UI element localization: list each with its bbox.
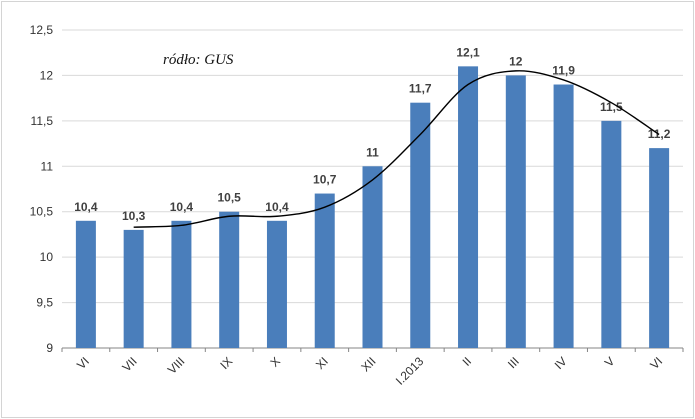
trend-line-group bbox=[133, 70, 660, 228]
bar bbox=[362, 166, 383, 348]
y-tick-label: 9 bbox=[46, 341, 53, 355]
data-label: 10,4 bbox=[170, 200, 194, 214]
bar bbox=[266, 220, 287, 348]
x-tick-label: XII bbox=[358, 354, 378, 374]
y-tick-label: 11,5 bbox=[31, 114, 54, 128]
bar bbox=[219, 211, 240, 348]
data-label: 10,7 bbox=[313, 173, 337, 187]
gridlines bbox=[62, 29, 683, 304]
data-label: 11,7 bbox=[409, 82, 432, 96]
bar bbox=[75, 220, 96, 348]
y-tick-label: 9,5 bbox=[36, 296, 53, 310]
data-labels: 10,4 10,3 10,4 10,5 10,4 10,7 11 11,7 12,1 12 11,9… bbox=[74, 45, 671, 223]
y-tick-label: 12,5 bbox=[30, 23, 54, 37]
x-tick-label: I.2013 bbox=[393, 354, 427, 388]
x-tick-label: VIII bbox=[165, 354, 188, 377]
y-tick-label: 11 bbox=[41, 159, 54, 173]
x-tick-label: X bbox=[268, 354, 284, 370]
bar bbox=[314, 193, 335, 348]
trend-line bbox=[133, 70, 660, 228]
x-tick-label: VI bbox=[74, 354, 92, 372]
data-label: 12 bbox=[509, 54, 523, 68]
x-tick-label: II bbox=[460, 354, 475, 369]
x-axis: VI VII VIII IX X XI XII I.2013 II III IV V VI bbox=[61, 348, 684, 388]
data-label: 10,5 bbox=[218, 191, 242, 205]
x-tick-label: XI bbox=[313, 354, 331, 372]
bar bbox=[123, 229, 144, 348]
bar bbox=[601, 120, 622, 348]
data-label: 12,1 bbox=[456, 45, 480, 59]
bars bbox=[75, 66, 670, 348]
x-tick-label: VI bbox=[647, 354, 665, 372]
y-axis: 9 9,5 10 10,5 11 11,5 12 12,5 bbox=[30, 23, 683, 355]
y-tick-label: 12 bbox=[40, 68, 54, 82]
y-tick-label: 10 bbox=[40, 250, 54, 264]
y-tick-label: 10,5 bbox=[30, 205, 54, 219]
data-label: 11,9 bbox=[552, 64, 575, 78]
source-annotation: ródło: GUS bbox=[163, 52, 234, 68]
x-tick-label: IX bbox=[217, 354, 235, 372]
bar bbox=[171, 220, 192, 348]
x-tick-label: V bbox=[602, 354, 618, 370]
data-label: 10,4 bbox=[265, 200, 289, 214]
data-label: 10,4 bbox=[74, 200, 98, 214]
bar bbox=[505, 75, 526, 348]
bar bbox=[649, 148, 670, 348]
bar bbox=[410, 102, 431, 348]
data-label: 11,5 bbox=[600, 100, 623, 114]
bar bbox=[553, 84, 574, 348]
data-label: 10,3 bbox=[122, 209, 146, 223]
x-tick-label: III bbox=[505, 354, 522, 371]
x-tick-label: VII bbox=[120, 354, 140, 374]
bar bbox=[458, 66, 479, 348]
data-label: 11 bbox=[366, 145, 379, 159]
x-tick-label: IV bbox=[552, 354, 570, 372]
